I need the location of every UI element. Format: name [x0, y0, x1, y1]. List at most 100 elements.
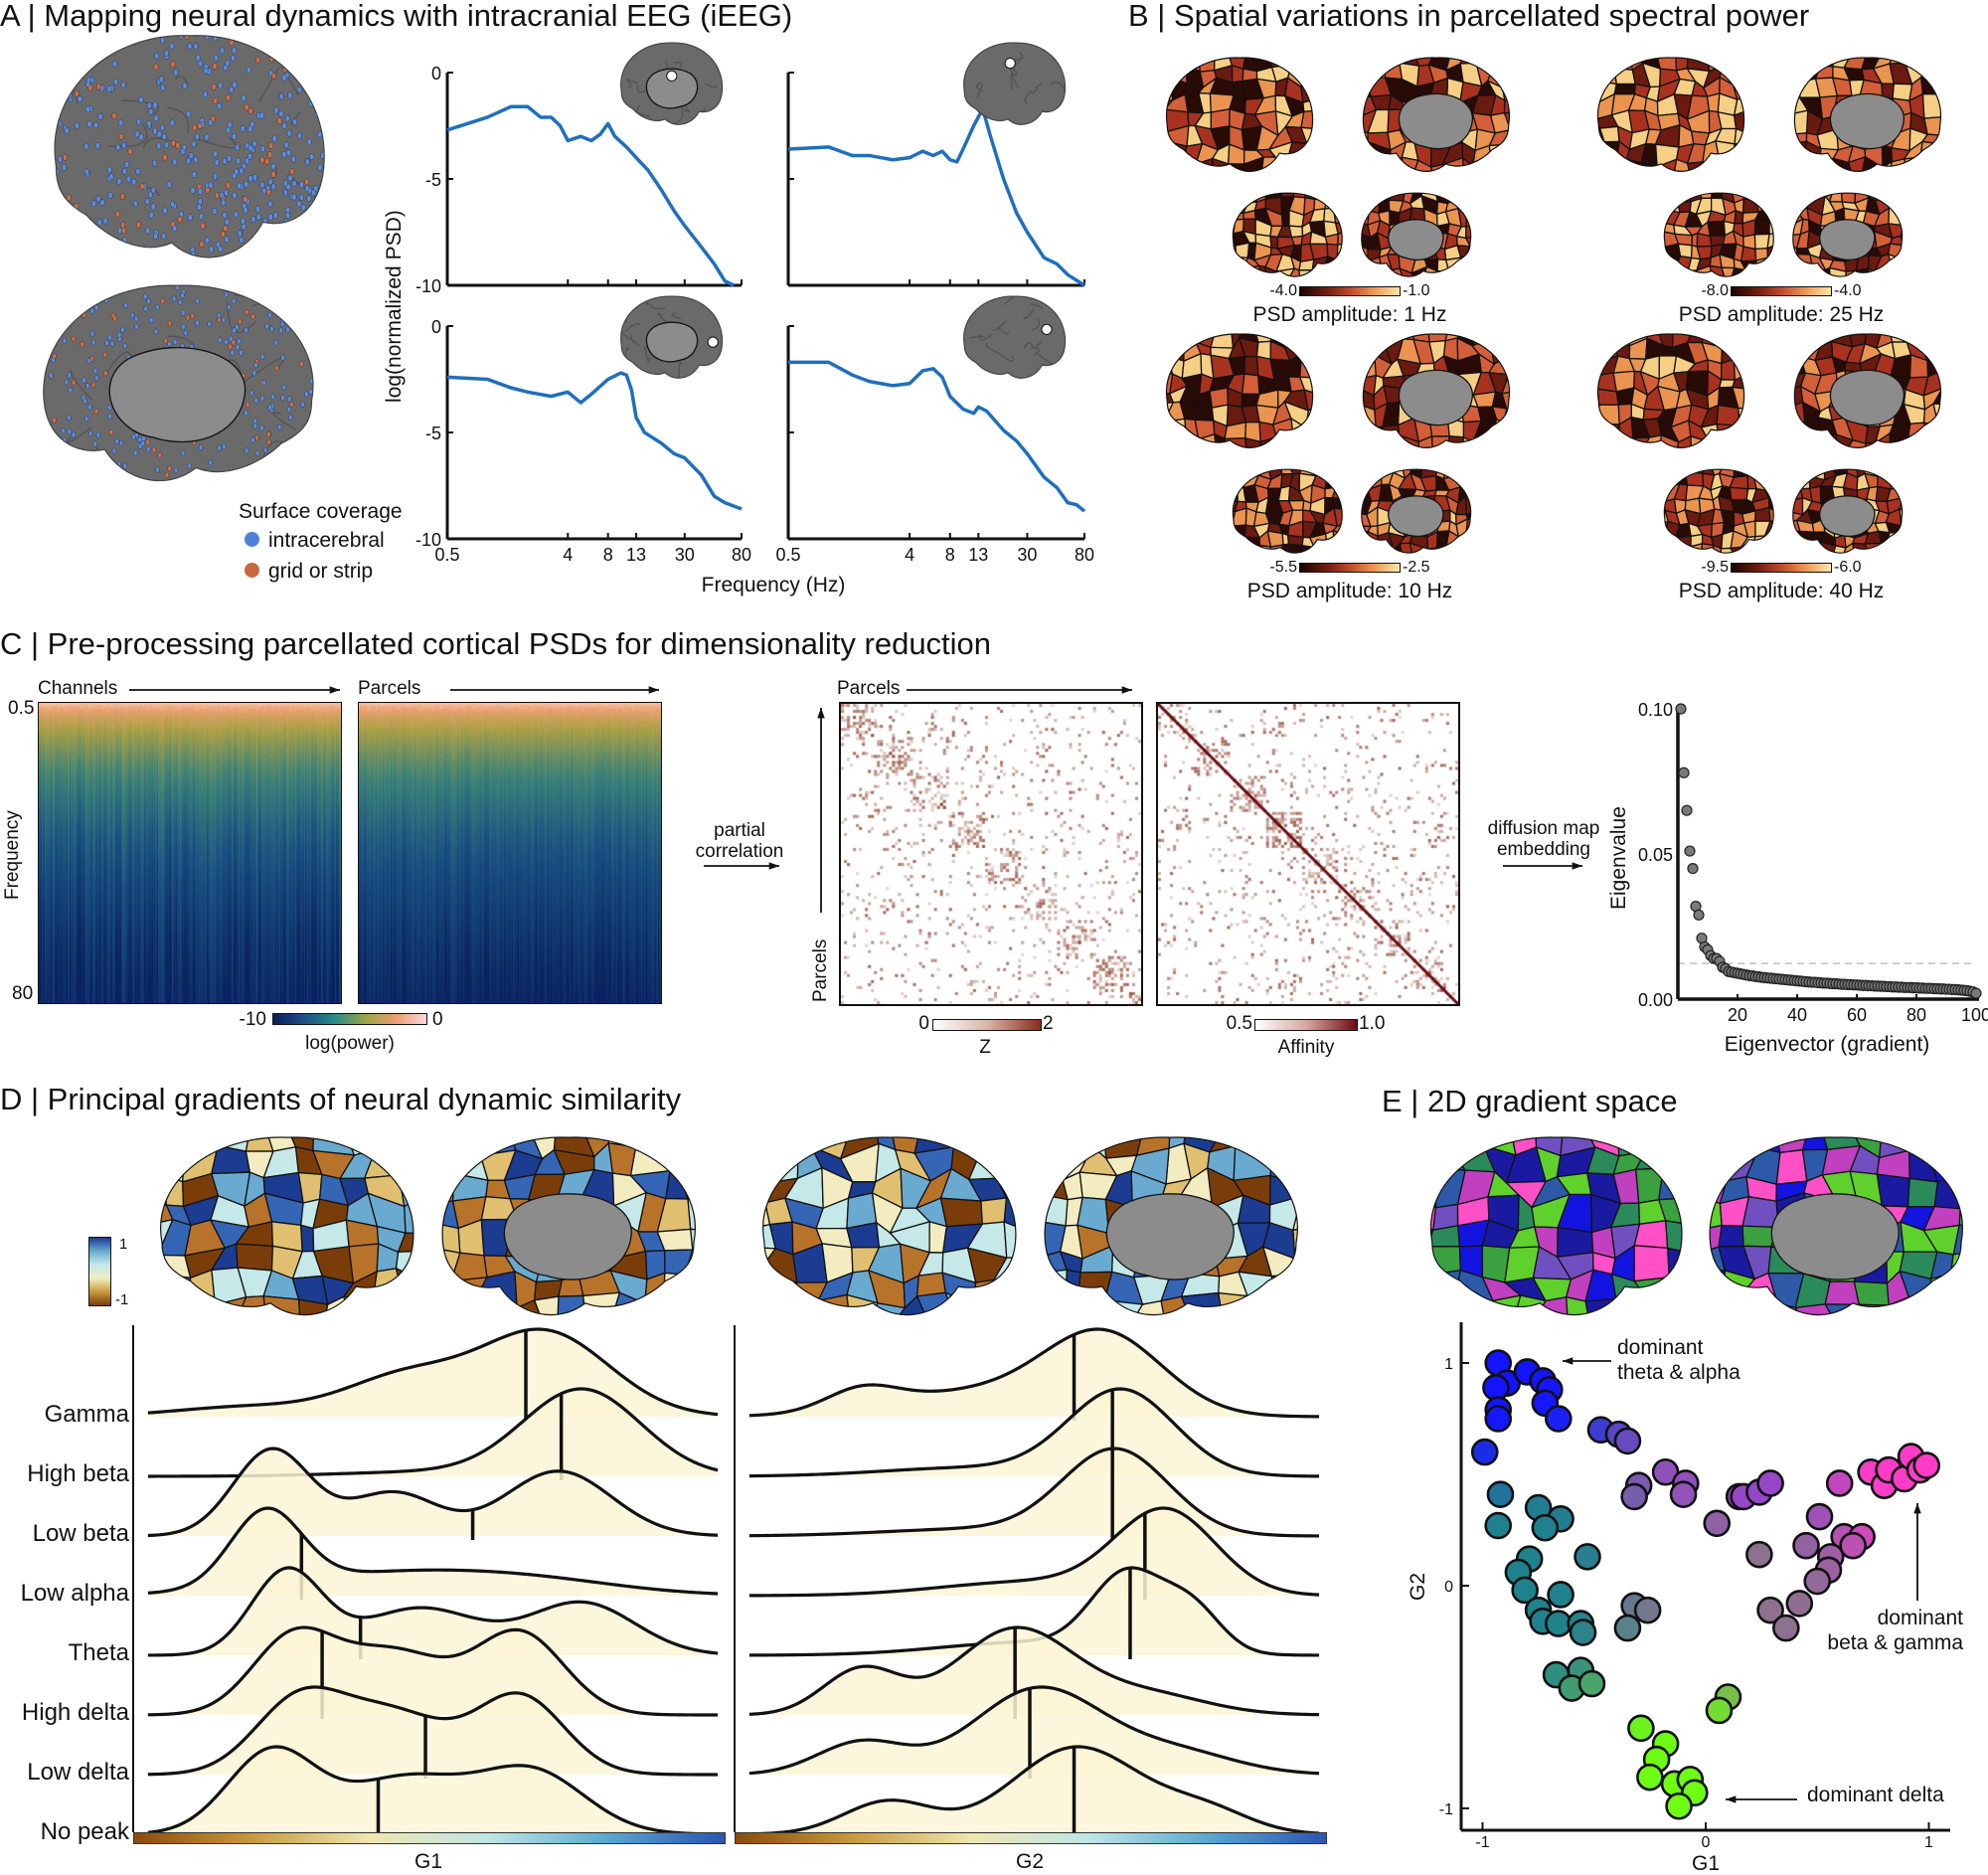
- parcel: [1732, 63, 1744, 85]
- electrode-marker: [80, 460, 83, 466]
- parcel: [1334, 508, 1343, 526]
- delta-arrow-head: [1726, 1795, 1737, 1803]
- electrode-marker: [121, 228, 126, 234]
- electrode-marker: [135, 324, 139, 330]
- electrode-marker: [309, 154, 314, 160]
- electrode-marker: [58, 42, 63, 48]
- electrode-marker: [85, 106, 90, 112]
- electrode-marker: [290, 402, 294, 408]
- parcel: [1506, 58, 1510, 71]
- z-cbar-max: 2: [1043, 1013, 1054, 1034]
- electrode-location-marker: [667, 71, 677, 81]
- electrode-marker: [290, 39, 295, 45]
- parcel: [1325, 200, 1336, 209]
- parcel: [1166, 343, 1172, 361]
- electrode-marker: [217, 317, 221, 323]
- parcel: [1275, 157, 1287, 172]
- electrode-marker: [238, 231, 243, 237]
- electrode-marker: [88, 431, 92, 437]
- parcel: [373, 1299, 406, 1315]
- electrode-marker: [213, 208, 218, 214]
- electrode-marker: [266, 431, 270, 437]
- parcel: [1792, 473, 1801, 489]
- eigenvalue-plot: 0.00 0.05 0.10 20 40 60 80 100: [1638, 700, 1988, 1025]
- electrode-marker: [305, 185, 310, 191]
- parcel: [1865, 543, 1881, 554]
- electrode-marker: [260, 290, 264, 295]
- electrode-marker: [188, 463, 192, 469]
- parcel: [1878, 469, 1892, 476]
- parcel: [1503, 341, 1510, 360]
- electrode-marker: [119, 440, 123, 446]
- parcel: [1776, 1150, 1807, 1185]
- electrode-marker: [112, 61, 117, 67]
- sulcus: [55, 321, 67, 327]
- electrode-marker: [123, 463, 127, 469]
- electrode-marker: [94, 409, 98, 415]
- sulcus: [625, 323, 639, 331]
- electrode-marker: [164, 50, 169, 56]
- parcel: [1655, 232, 1663, 248]
- electrode-marker: [218, 246, 223, 252]
- parcel: [1597, 389, 1618, 405]
- electrode-marker: [60, 83, 64, 88]
- electrode-marker: [248, 107, 253, 113]
- parcel: [1273, 437, 1293, 448]
- parcel: [1430, 1152, 1440, 1178]
- parcel: [1664, 531, 1665, 547]
- parcel: [1854, 1304, 1889, 1315]
- electrode-marker: [261, 463, 265, 469]
- parcel: [1466, 210, 1471, 227]
- parcel: [1729, 1136, 1758, 1147]
- sulcus: [1025, 92, 1030, 102]
- parcel: [1765, 266, 1774, 277]
- y-tick-label: -5: [425, 424, 441, 443]
- cortex-outline: [621, 296, 723, 378]
- parcel: [299, 1299, 328, 1315]
- electrode-marker: [114, 474, 118, 480]
- electrode-marker: [268, 142, 273, 148]
- parcel: [394, 1136, 414, 1155]
- parcel: [1920, 157, 1940, 172]
- cortex-surface: [55, 35, 325, 257]
- parcel: [1904, 246, 1911, 260]
- parcel: [1466, 519, 1471, 534]
- electrode-marker: [171, 140, 176, 146]
- electrode-marker: [280, 321, 284, 327]
- parcel: [1494, 58, 1510, 71]
- parcel: [1794, 158, 1803, 172]
- electrode-marker: [246, 402, 249, 408]
- parcel: [1732, 160, 1744, 172]
- electrode-marker: [153, 233, 158, 239]
- electrode-marker: [200, 241, 205, 247]
- surface-detail: [1597, 58, 1744, 172]
- electrode-marker: [118, 119, 123, 125]
- electrode-marker: [229, 86, 234, 92]
- electrode-marker: [156, 467, 160, 473]
- parcel: [1741, 247, 1756, 261]
- electrode-marker: [170, 201, 175, 207]
- parcel: [1431, 165, 1446, 172]
- parcel: [1361, 514, 1371, 527]
- parcel: [160, 1174, 166, 1209]
- parcel-point: [1785, 1590, 1814, 1618]
- parcel: [1234, 547, 1249, 554]
- electrode-marker: [254, 398, 258, 404]
- parcel: [945, 1292, 977, 1315]
- parcel: [1756, 257, 1768, 272]
- electrode-marker: [122, 142, 127, 148]
- electrode-marker: [160, 38, 165, 44]
- electrode-marker: [78, 459, 82, 465]
- electrode-marker: [226, 94, 230, 100]
- sulcus: [645, 346, 649, 361]
- electrode-marker: [91, 201, 96, 207]
- electrode-marker: [59, 79, 64, 85]
- parcel: [1303, 501, 1311, 511]
- electrode-marker: [253, 419, 257, 425]
- electrode-marker: [270, 251, 275, 256]
- electrode-marker: [96, 196, 101, 202]
- parcel: [1490, 334, 1510, 341]
- parcel: [1418, 436, 1433, 448]
- electrode-marker: [111, 287, 115, 293]
- parcel: [1792, 543, 1798, 554]
